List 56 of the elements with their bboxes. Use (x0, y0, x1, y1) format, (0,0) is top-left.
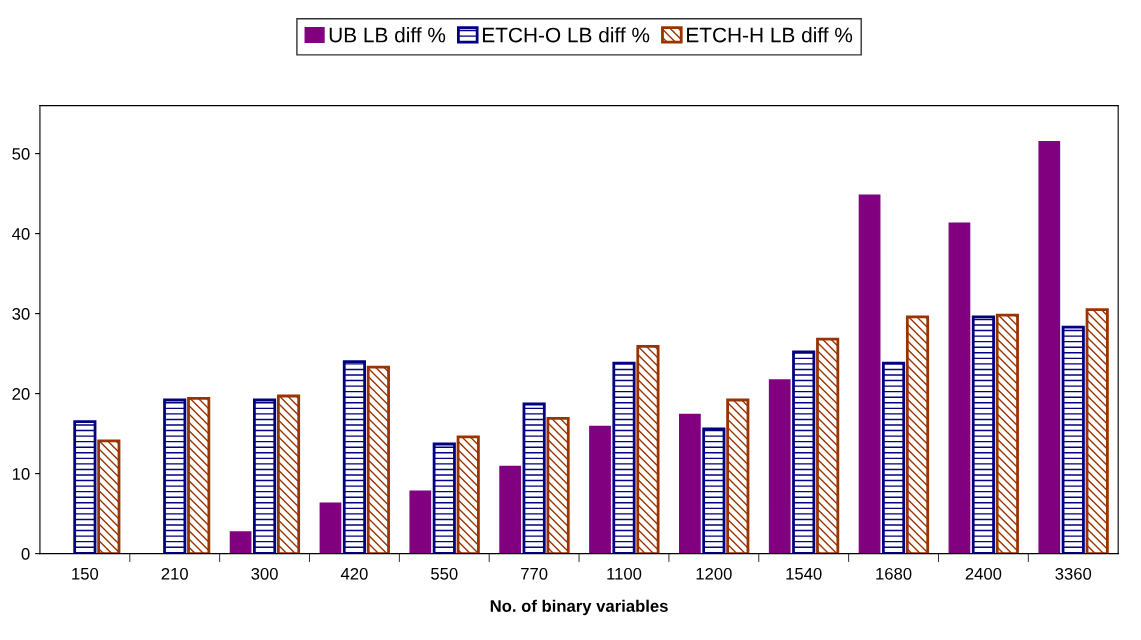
bar (432, 442, 456, 554)
bar (816, 337, 840, 554)
y-tick-label: 20 (12, 388, 30, 400)
bar (1085, 308, 1109, 554)
bar (589, 425, 611, 554)
legend-label: ETCH-O LB diff % (483, 27, 650, 43)
bar (792, 350, 816, 554)
bar (905, 315, 930, 554)
y-tick-label: 40 (12, 228, 30, 240)
bar (499, 465, 522, 554)
bar (253, 398, 277, 554)
bar (858, 194, 881, 554)
bar (1061, 325, 1085, 554)
bar (229, 531, 252, 554)
bar (678, 413, 701, 554)
y-tick-label: 10 (12, 468, 30, 480)
bar (702, 427, 726, 554)
bar (187, 397, 211, 554)
bar (522, 402, 546, 554)
x-tick-label: 550 (431, 567, 458, 580)
x-tick-label: 1200 (696, 567, 732, 580)
x-tick-label: 1540 (786, 567, 822, 580)
bar (768, 379, 791, 554)
bar (1038, 140, 1061, 554)
y-tick-label: 0 (21, 548, 30, 560)
bar (636, 345, 660, 554)
y-tick-label: 50 (12, 148, 30, 160)
bar (971, 315, 995, 554)
bar (276, 394, 301, 554)
x-tick-label: 420 (340, 567, 368, 580)
legend-label: ETCH-H LB diff % (687, 27, 853, 43)
x-tick-label: 1680 (876, 567, 912, 580)
y-tick-label: 30 (12, 308, 30, 320)
bar (163, 398, 187, 554)
bar (73, 420, 97, 554)
bar (546, 417, 570, 554)
bar (97, 439, 121, 554)
bar (995, 313, 1019, 554)
bar (948, 222, 971, 554)
x-tick-label: 770 (521, 567, 548, 580)
x-tick-label: 3360 (1055, 567, 1092, 580)
bar (612, 361, 636, 554)
x-axis-title: No. of binary variables (490, 599, 668, 616)
legend-label: UB LB diff % (329, 27, 446, 43)
x-tick-label: 150 (72, 567, 99, 580)
bar (342, 360, 366, 554)
x-tick-label: 1100 (607, 567, 642, 580)
bar (881, 361, 906, 554)
bar (366, 365, 390, 554)
bar (319, 502, 342, 554)
bar (456, 435, 480, 554)
x-tick-label: 210 (161, 567, 188, 580)
x-tick-label: 2400 (965, 567, 1002, 580)
bar (409, 490, 432, 554)
x-tick-label: 300 (251, 567, 278, 580)
bar (726, 398, 750, 554)
